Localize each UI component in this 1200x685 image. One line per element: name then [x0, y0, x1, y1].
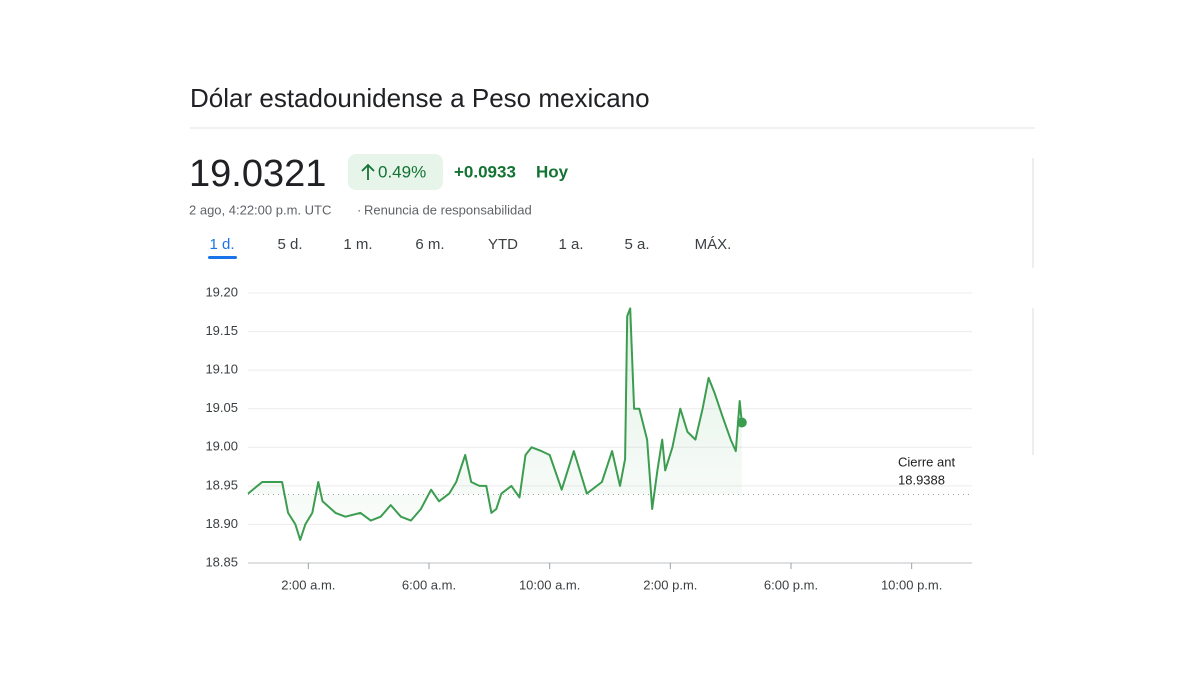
disclaimer-link[interactable]: Renuncia de responsabilidad [364, 202, 532, 217]
title: Dólar estadounidense a Peso mexicano [190, 83, 650, 113]
tab-underline [208, 256, 237, 259]
y-tick-label: 18.95 [205, 477, 238, 492]
range-tab[interactable]: 1 a. [558, 236, 583, 253]
y-tick-label: 18.90 [205, 516, 238, 531]
up-arrow [361, 163, 375, 180]
price-line [247, 307, 743, 541]
range-tab[interactable]: 1 m. [343, 236, 372, 253]
change-pct: 0.49% [378, 162, 426, 181]
x-tick-label: 2:00 a.m. [281, 577, 335, 592]
previous-close-label: Cierre ant [898, 454, 955, 469]
y-tick-label: 19.00 [205, 439, 238, 454]
previous-close-value: 18.9388 [898, 472, 945, 487]
y-tick-label: 19.05 [205, 400, 238, 415]
range-tab[interactable]: 5 d. [277, 236, 302, 253]
y-tick-label: 18.85 [205, 554, 238, 569]
y-tick-label: 19.20 [205, 284, 238, 299]
x-tick-label: 2:00 p.m. [643, 577, 697, 592]
separator: · [357, 202, 361, 217]
change-period: Hoy [536, 162, 569, 181]
range-tab[interactable]: MÁX. [695, 236, 732, 253]
area [248, 308, 742, 540]
x-tick-label: 10:00 p.m. [881, 577, 942, 592]
price: 19.0321 [189, 153, 326, 195]
y-tick-label: 19.10 [205, 362, 238, 377]
range-tab[interactable]: 5 a. [624, 236, 649, 253]
timestamp: 2 ago, 4:22:00 p.m. UTC [189, 202, 331, 217]
range-tabs: 1 d. 5 d. 1 m. 6 m. YTD 1 a. 5 a. MÁX. [208, 236, 731, 259]
chart: 18.85 18.90 18.95 19.00 19.05 19.10 19.15 19.20… [205, 284, 972, 592]
change-abs: +0.0933 [454, 162, 516, 181]
range-tab[interactable]: YTD [488, 236, 518, 253]
last-point [736, 417, 747, 428]
x-tick-label: 10:00 a.m. [519, 577, 580, 592]
range-tab[interactable]: 6 m. [415, 236, 444, 253]
change-badge [348, 154, 443, 190]
x-tick-label: 6:00 p.m. [764, 577, 818, 592]
y-tick-label: 19.15 [205, 323, 238, 338]
x-tick-label: 6:00 a.m. [402, 577, 456, 592]
range-tab[interactable]: 1 d. [209, 236, 234, 253]
